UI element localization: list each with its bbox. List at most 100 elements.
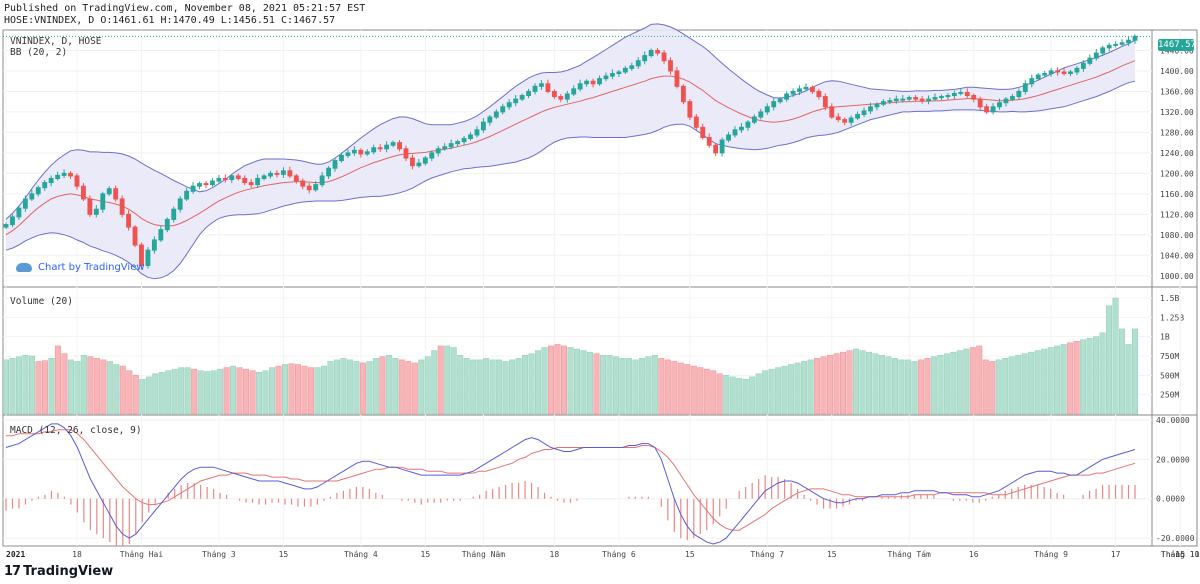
- price-axis-tick: 1160.00: [1160, 190, 1194, 199]
- candle-body: [822, 96, 828, 108]
- volume-bar: [243, 368, 250, 415]
- candle-body: [22, 198, 28, 209]
- candle-body: [287, 170, 293, 177]
- candle-body: [732, 129, 738, 136]
- candle-body: [35, 187, 41, 195]
- x-axis-tick: 18: [550, 550, 560, 559]
- volume-bar: [943, 353, 950, 415]
- macd-axis-tick: -20.0000: [1156, 534, 1195, 543]
- volume-bar: [969, 347, 976, 415]
- volume-bar: [320, 365, 327, 415]
- volume-bar: [1099, 332, 1106, 415]
- price-axis-tick: 1080.00: [1160, 231, 1194, 240]
- candle-body: [990, 106, 996, 113]
- volume-bar: [204, 371, 211, 415]
- volume-bar: [1041, 348, 1048, 415]
- candle-body: [461, 138, 467, 143]
- volume-bar: [197, 370, 204, 415]
- candle-body: [906, 97, 912, 100]
- candle-body: [545, 83, 551, 92]
- candle-body: [29, 193, 35, 200]
- x-axis-tick: Tháng 7: [750, 550, 784, 559]
- macd-panel-title[interactable]: MACD (12, 26, close, 9): [10, 425, 142, 436]
- candle-body: [797, 88, 802, 92]
- candle-body: [358, 149, 364, 155]
- volume-bar: [827, 354, 834, 415]
- price-axis-tick: 1280.00: [1160, 128, 1194, 137]
- volume-bar: [502, 361, 509, 415]
- candle-body: [790, 90, 796, 95]
- x-axis-tick: Tháng 11: [1161, 550, 1200, 559]
- volume-bar: [314, 367, 321, 415]
- price-axis-tick: 1400.00: [1160, 67, 1194, 76]
- candle-body: [958, 91, 964, 94]
- volume-bar: [930, 356, 937, 415]
- volume-bar: [178, 367, 185, 415]
- candle-body: [119, 198, 125, 215]
- volume-bar: [1106, 305, 1113, 415]
- published-info: Published on TradingView.com, November 0…: [4, 3, 366, 14]
- watermark[interactable]: Chart by TradingView: [16, 262, 145, 273]
- candle-body: [913, 97, 919, 100]
- volume-bar: [379, 356, 386, 415]
- candle-body: [429, 152, 435, 159]
- candle-body: [48, 177, 54, 184]
- brand-name: TradingView: [23, 564, 114, 579]
- candle-body: [3, 224, 9, 228]
- candle-body: [203, 183, 209, 186]
- brand-footer[interactable]: 17 TradingView: [4, 564, 113, 579]
- candle-body: [951, 92, 957, 97]
- volume-bar: [470, 359, 477, 415]
- volume-panel-title[interactable]: Volume (20): [10, 296, 73, 307]
- volume-bar: [392, 358, 399, 415]
- volume-bar: [119, 365, 126, 415]
- candle-body: [1106, 44, 1112, 49]
- volume-bar: [632, 359, 639, 415]
- volume-bar: [1119, 328, 1126, 415]
- candle-body: [622, 67, 628, 73]
- candle-body: [164, 218, 170, 231]
- candle-body: [945, 95, 951, 98]
- candle-body: [1068, 71, 1073, 75]
- volume-bar: [554, 344, 561, 415]
- candle-body: [1022, 83, 1028, 92]
- volume-bar: [158, 371, 165, 415]
- x-axis-tick: 18: [72, 550, 82, 559]
- volume-bar: [450, 347, 457, 415]
- bb-indicator-title[interactable]: BB (20, 2): [10, 47, 68, 58]
- volume-bar: [872, 353, 879, 415]
- candle-body: [558, 96, 564, 100]
- volume-bar: [340, 358, 347, 415]
- volume-bar: [963, 348, 970, 415]
- volume-bar: [885, 356, 892, 415]
- volume-bar: [937, 354, 944, 415]
- volume-bar: [1047, 347, 1054, 415]
- candle-body: [68, 172, 73, 177]
- volume-bar: [327, 361, 334, 415]
- candle-body: [280, 170, 286, 175]
- volume-bar: [768, 368, 775, 415]
- candle-body: [971, 95, 977, 100]
- macd-axis-tick: 0.0000: [1156, 495, 1185, 504]
- volume-bar: [418, 359, 425, 415]
- candle-body: [539, 83, 544, 87]
- candle-body: [371, 147, 377, 153]
- candle-body: [364, 151, 370, 155]
- x-axis-tick: 17: [1111, 550, 1121, 559]
- volume-bar: [489, 359, 496, 415]
- volume-bar: [67, 359, 74, 415]
- candle-body: [16, 207, 22, 218]
- candle-body: [706, 137, 712, 146]
- candle-body: [784, 93, 790, 100]
- candle-body: [874, 103, 880, 108]
- volume-bar: [509, 359, 516, 415]
- volume-bar: [697, 367, 704, 415]
- candle-body: [848, 117, 854, 123]
- x-axis-tick: 15: [827, 550, 837, 559]
- volume-bar: [619, 358, 626, 415]
- candle-body: [551, 90, 557, 98]
- candle-body: [1093, 52, 1099, 59]
- volume-bar: [567, 347, 574, 415]
- volume-bar: [61, 353, 68, 415]
